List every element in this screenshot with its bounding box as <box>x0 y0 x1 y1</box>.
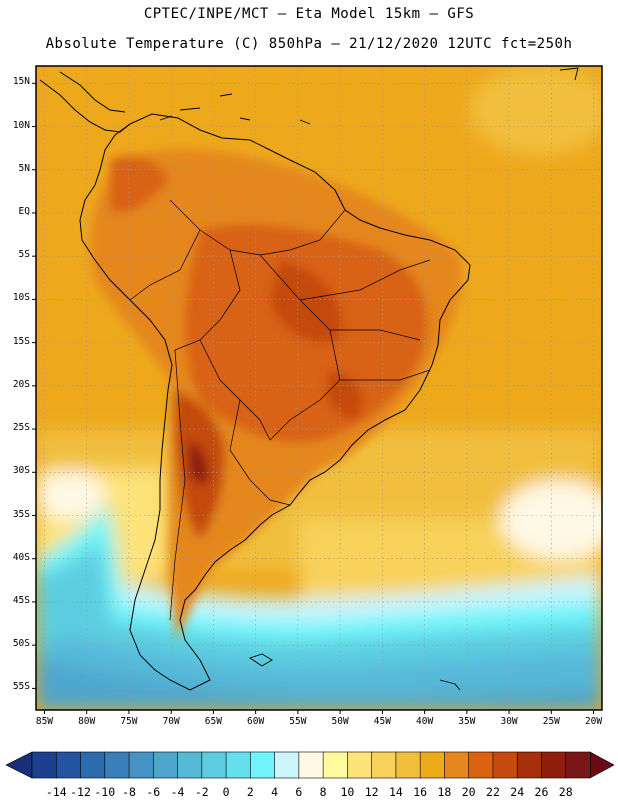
longitude-label: 30W <box>500 716 518 727</box>
colorbar-tick-label: -12 <box>70 785 91 799</box>
colorbar-tick-label: 10 <box>340 785 355 799</box>
latitude-label: EQ <box>18 205 30 217</box>
longitude-label: 40W <box>416 716 434 727</box>
central-america-coastline <box>39 71 131 133</box>
colorbar-swatch <box>274 751 300 779</box>
colorbar-swatch <box>225 751 251 779</box>
latitude-label: 30S <box>12 465 30 477</box>
colorbar <box>5 751 615 779</box>
colorbar-tick-label: -10 <box>94 785 116 799</box>
latitude-label: 5N <box>18 162 30 174</box>
chart-title-line-1: CPTEC/INPE/MCT — Eta Model 15km — GFS <box>143 6 475 22</box>
colorbar-swatch <box>55 751 82 779</box>
colorbar-tick-label: -8 <box>122 785 136 799</box>
longitude-label: 75W <box>120 716 138 727</box>
longitude-label: 25W <box>542 716 560 727</box>
colorbar-swatch <box>468 751 494 779</box>
colorbar-swatch <box>541 751 567 779</box>
latitude-label: 35S <box>12 508 30 520</box>
chart-title-line-2: Absolute Temperature (C) 850hPa — 21/12/… <box>45 36 573 52</box>
colorbar-left-arrow <box>5 751 33 779</box>
colorbar-tick-label: 16 <box>413 785 428 799</box>
south-america-coastline <box>79 113 471 691</box>
colorbar-swatch <box>371 751 397 779</box>
latitude-label: 5S <box>18 249 30 261</box>
colorbar-tick-label: 6 <box>295 785 303 799</box>
colorbar-tick-label: 28 <box>558 785 573 799</box>
temperature-map <box>32 65 603 714</box>
longitude-label: 65W <box>204 716 222 727</box>
colorbar-tick-label: 8 <box>319 785 327 799</box>
longitude-label: 50W <box>331 716 349 727</box>
longitude-label: 80W <box>78 716 96 727</box>
colorbar-tick-label: 4 <box>271 785 279 799</box>
latitude-label: 20S <box>12 378 30 390</box>
longitude-label: 55W <box>289 716 307 727</box>
colorbar-tick-label: 22 <box>486 785 500 799</box>
longitude-label: 85W <box>35 716 54 727</box>
latitude-label: 25S <box>12 422 30 434</box>
longitude-label: 20W <box>584 716 603 727</box>
colorbar-swatch <box>153 751 179 779</box>
colorbar-swatch <box>80 751 106 779</box>
country-borders <box>129 199 431 621</box>
longitude-label: 35W <box>458 716 476 727</box>
colorbar-tick-label: -14 <box>45 785 67 799</box>
colorbar-tick-label: -4 <box>170 785 185 799</box>
latitude-label: 40S <box>12 551 30 563</box>
map-frame <box>35 65 603 711</box>
colorbar-swatch <box>128 751 154 779</box>
colorbar-swatch <box>444 751 470 779</box>
latitude-label: 10N <box>12 119 30 131</box>
longitude-label: 70W <box>162 716 180 727</box>
colorbar-tick-label: -6 <box>146 785 161 799</box>
latitude-label: 15S <box>12 335 30 347</box>
colorbar-swatch <box>565 751 591 779</box>
colorbar-swatch <box>395 751 421 779</box>
colorbar-swatch <box>322 751 348 779</box>
colorbar-tick-label: 2 <box>246 785 254 799</box>
colorbar-tick-label: 26 <box>534 785 549 799</box>
colorbar-swatch <box>516 751 543 779</box>
colorbar-tick-label: -2 <box>194 785 209 799</box>
colorbar-swatch <box>177 751 203 779</box>
colorbar-tick-label: 24 <box>510 785 525 799</box>
longitude-label: 45W <box>373 716 391 727</box>
latitude-label: 15N <box>12 76 30 88</box>
colorbar-tick-label: 18 <box>437 785 452 799</box>
colorbar-swatch <box>104 751 130 779</box>
colorbar-right-arrow <box>589 751 615 779</box>
colorbar-swatch <box>250 751 276 779</box>
colorbar-swatch <box>201 751 227 779</box>
colorbar-swatch <box>298 751 324 779</box>
colorbar-swatch <box>419 751 446 779</box>
colorbar-swatch <box>31 751 57 779</box>
longitude-label: 60W <box>247 716 265 727</box>
latitude-label: 10S <box>12 292 30 304</box>
latitude-label: 55S <box>12 681 30 693</box>
latitude-label: 45S <box>12 594 30 606</box>
latitude-label: 50S <box>12 638 30 650</box>
colorbar-tick-label: 20 <box>461 785 476 799</box>
colorbar-tick-label: 14 <box>388 785 403 799</box>
colorbar-swatch <box>492 751 518 779</box>
colorbar-tick-label: 12 <box>364 785 379 799</box>
colorbar-tick-label: 0 <box>222 785 230 799</box>
colorbar-swatch <box>347 751 373 779</box>
